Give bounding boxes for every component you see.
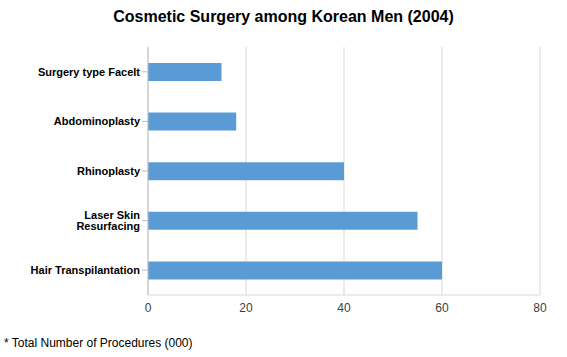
svg-text:80: 80 [533, 301, 547, 315]
html-text:* Total Number of Procedures (: * Total Number of Procedures (000) [4, 336, 193, 350]
svg-text:Abdominoplasty: Abdominoplasty [54, 115, 141, 127]
html-text:Cosmetic Surgery among Korean: Cosmetic Surgery among Korean Men (2004) [113, 8, 454, 25]
svg-text:40: 40 [337, 301, 351, 315]
svg-text:Surgery type Facelt: Surgery type Facelt [38, 66, 140, 78]
svg-text:Hair Transpilantation: Hair Transpilantation [31, 264, 141, 276]
svg-text:0: 0 [145, 301, 152, 315]
svg-text:Rhinoplasty: Rhinoplasty [77, 165, 141, 177]
svg-text:Laser SkinResurfacing: Laser SkinResurfacing [76, 209, 140, 232]
svg-text:60: 60 [435, 301, 449, 315]
svg-text:20: 20 [239, 301, 253, 315]
